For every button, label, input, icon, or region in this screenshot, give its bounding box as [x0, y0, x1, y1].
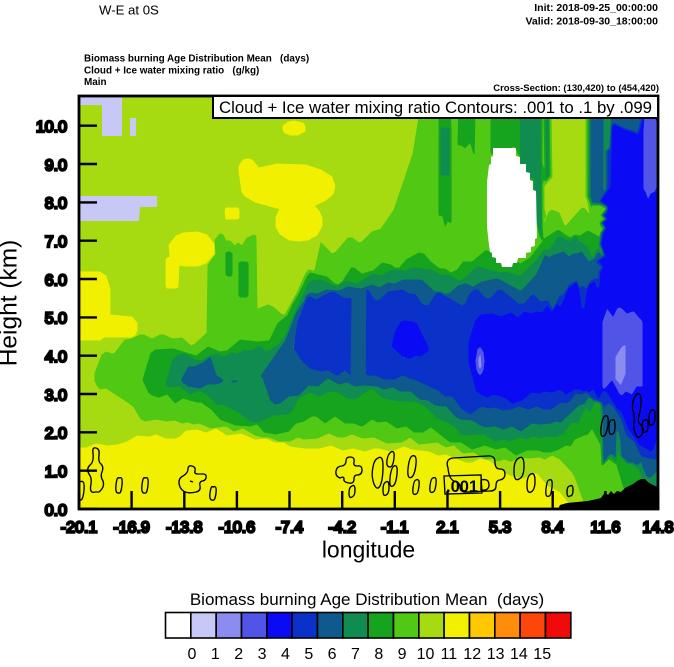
- svg-text:0: 0: [188, 646, 197, 663]
- svg-text:0.0: 0.0: [45, 502, 67, 519]
- svg-text:-13.8: -13.8: [166, 520, 203, 537]
- svg-text:4: 4: [281, 646, 290, 663]
- svg-text:-20.1: -20.1: [61, 520, 98, 537]
- svg-text:2: 2: [234, 646, 243, 663]
- svg-text:5: 5: [304, 646, 313, 663]
- svg-text:-10.6: -10.6: [219, 520, 256, 537]
- svg-text:7: 7: [351, 646, 360, 663]
- svg-text:Biomass burning Age Distributi: Biomass burning Age Distribution Mean (d…: [190, 590, 544, 609]
- svg-text:14: 14: [510, 646, 528, 663]
- svg-text:Cloud + Ice water mixing ratio: Cloud + Ice water mixing ratio (g/kg): [84, 66, 259, 77]
- svg-text:6: 6: [328, 646, 337, 663]
- svg-text:-4.2: -4.2: [328, 520, 356, 537]
- svg-text:Init: 2018-09-25_00:00:00: Init: 2018-09-25_00:00:00: [534, 2, 658, 14]
- svg-text:Cross-Section: (130,420) to (4: Cross-Section: (130,420) to (454,420): [493, 83, 659, 94]
- svg-text:6.0: 6.0: [45, 272, 67, 289]
- svg-text:10: 10: [417, 646, 435, 663]
- svg-text:9: 9: [398, 646, 407, 663]
- svg-text:W-E at 0S: W-E at 0S: [99, 3, 159, 18]
- svg-text:9.0: 9.0: [45, 157, 67, 174]
- svg-text:3.0: 3.0: [45, 387, 67, 404]
- svg-text:11.6: 11.6: [590, 520, 620, 537]
- svg-text:13: 13: [487, 646, 505, 663]
- svg-text:12: 12: [463, 646, 481, 663]
- svg-text:Biomass burning Age Distributi: Biomass burning Age Distribution Mean (d…: [84, 54, 309, 65]
- svg-text:-1.1: -1.1: [381, 520, 409, 537]
- svg-text:8: 8: [374, 646, 383, 663]
- svg-text:11: 11: [441, 646, 458, 663]
- svg-text:-16.9: -16.9: [113, 520, 150, 537]
- svg-text:1: 1: [211, 646, 220, 663]
- svg-text:-7.4: -7.4: [276, 520, 304, 537]
- svg-text:longitude: longitude: [322, 537, 415, 563]
- svg-text:8.0: 8.0: [45, 196, 67, 213]
- svg-text:10.0: 10.0: [36, 119, 67, 136]
- svg-text:Valid: 2018-09-30_18:00:00: Valid: 2018-09-30_18:00:00: [525, 16, 658, 28]
- svg-text:5.3: 5.3: [489, 520, 511, 537]
- svg-text:Cloud + Ice water mixing ratio: Cloud + Ice water mixing ratio Contours:…: [219, 98, 652, 117]
- svg-text:1.0: 1.0: [45, 464, 67, 481]
- svg-text:2.0: 2.0: [45, 426, 67, 443]
- svg-text:15: 15: [533, 646, 551, 663]
- svg-text:4.0: 4.0: [45, 349, 67, 366]
- svg-text:14.8: 14.8: [642, 520, 673, 537]
- svg-text:2.1: 2.1: [436, 520, 458, 537]
- svg-text:Height (km): Height (km): [0, 240, 23, 367]
- svg-text:3: 3: [258, 646, 267, 663]
- svg-text:8.4: 8.4: [542, 520, 564, 537]
- svg-text:.001: .001: [446, 478, 478, 496]
- svg-text:5.0: 5.0: [45, 311, 67, 328]
- svg-text:Main: Main: [84, 77, 107, 88]
- svg-text:7.0: 7.0: [45, 234, 67, 251]
